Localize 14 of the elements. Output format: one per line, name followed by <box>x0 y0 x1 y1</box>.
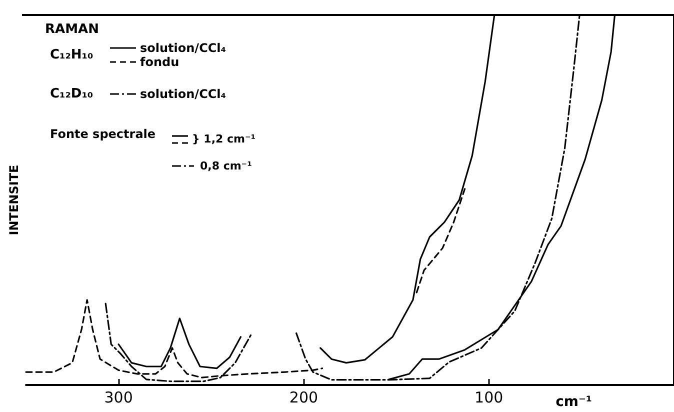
x-tick-label: 100 <box>474 388 504 406</box>
legend-label: solution/CCl₄ <box>140 41 226 55</box>
annotation: C₁₂D₁₀ <box>50 86 94 102</box>
annotation: 0,8 cm⁻¹ <box>200 160 252 172</box>
x-tick-label: 200 <box>289 388 318 406</box>
annotation: } 1,2 cm⁻¹ <box>192 132 256 146</box>
legend-label: fondu <box>140 55 180 69</box>
text: RAMAN <box>45 22 99 37</box>
annotation: C₁₂H₁₀ <box>50 48 94 62</box>
x-tick-label: 300 <box>104 388 133 406</box>
annotation: Fonte spectrale <box>50 127 156 141</box>
x-axis-title: cm⁻¹ <box>556 394 592 410</box>
y-axis-title: INTENSITE <box>7 164 21 236</box>
legend-label: solution/CCl₄ <box>140 87 226 101</box>
